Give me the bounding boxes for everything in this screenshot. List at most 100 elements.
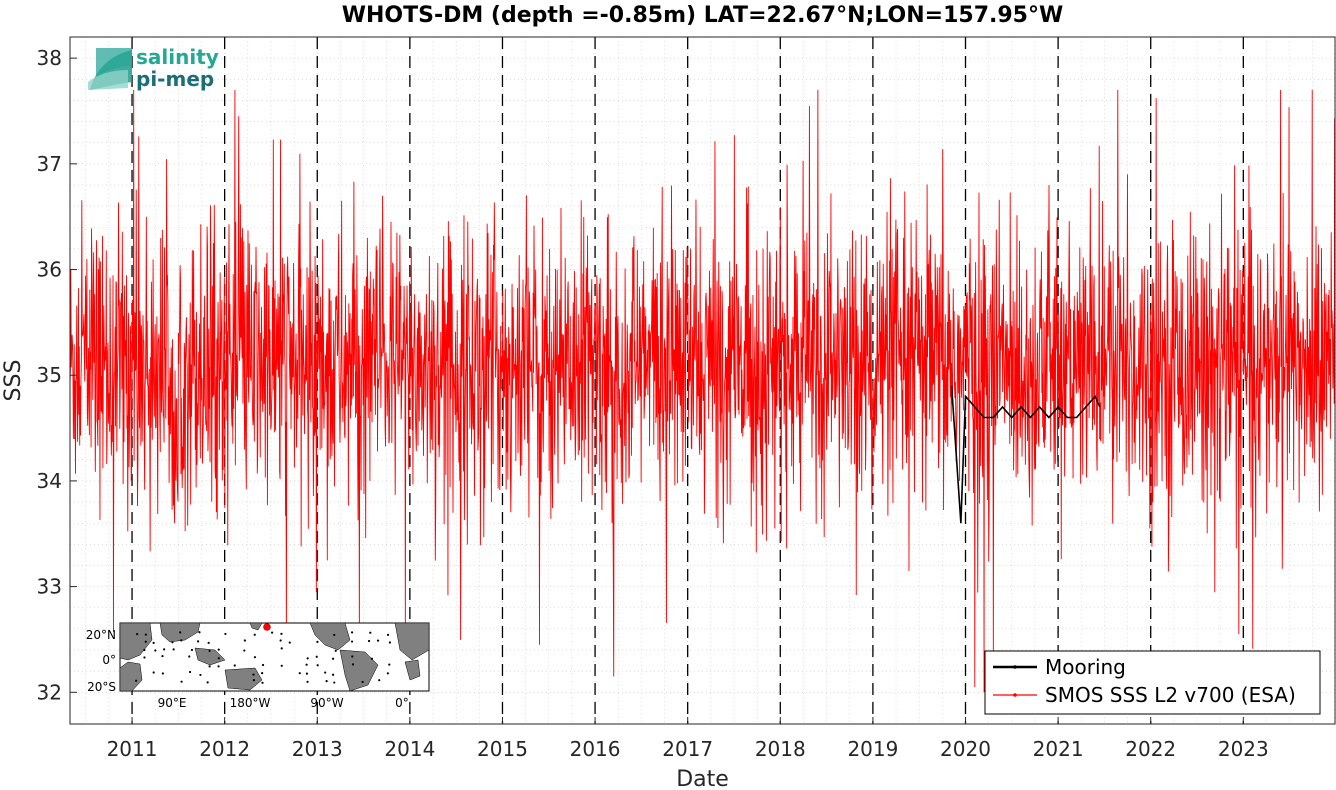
inset-lat-label-1: 20°N (86, 628, 116, 642)
inset-map: 20°N 0° 20°S 90°E 180°W 90°W 0° (86, 622, 430, 710)
inset-station-dot (324, 671, 327, 674)
inset-station-dot (271, 631, 274, 634)
inset-map-stations (135, 631, 391, 684)
inset-station-dot (252, 679, 255, 682)
inset-station-dot (333, 681, 336, 684)
legend: Mooring SMOS SSS L2 v700 (ESA) (984, 650, 1321, 715)
inset-station-dot (261, 681, 264, 684)
inset-station-dot (386, 633, 390, 636)
inset-station-dot (350, 640, 354, 643)
inset-station-dot (279, 639, 282, 642)
inset-station-dot (243, 639, 246, 642)
inset-station-dot (179, 631, 182, 634)
inset-station-dot (243, 649, 246, 652)
inset-station-dot (331, 673, 335, 676)
inset-station-dot (370, 657, 374, 660)
inset-station-dot (199, 673, 202, 677)
legend-marker-mooring (1013, 665, 1017, 669)
inset-station-dot (233, 664, 236, 667)
inset-station-dot (253, 633, 256, 636)
inset-station-dot (188, 655, 191, 658)
inset-station-dot (316, 640, 319, 643)
y-tick-label: 36 (37, 258, 62, 282)
inset-station-dot (351, 655, 354, 658)
inset-map-location-marker (263, 623, 271, 631)
logo-line1: salinity (136, 45, 219, 69)
inset-station-dot (188, 670, 192, 674)
inset-station-dot (190, 648, 194, 652)
inset-map-land (119, 622, 430, 692)
inset-station-dot (207, 641, 210, 645)
logo-line2: pi-mep (136, 67, 214, 91)
inset-station-dot (161, 672, 164, 675)
y-tick-label: 32 (37, 680, 62, 704)
x-tick-label: 2016 (570, 737, 621, 761)
legend-label-mooring: Mooring (1045, 655, 1126, 679)
inset-station-dot (171, 641, 174, 644)
x-tick-label: 2021 (1033, 737, 1084, 761)
inset-station-dot (217, 665, 220, 668)
inset-lon-label-2: 180°W (230, 696, 271, 710)
y-tick-label: 34 (37, 469, 62, 493)
inset-station-dot (217, 648, 220, 651)
legend-box (984, 650, 1321, 715)
inset-station-dot (367, 639, 371, 643)
inset-station-dot (333, 633, 336, 637)
inset-station-dot (331, 657, 335, 660)
x-tick-label: 2014 (384, 737, 435, 761)
inset-station-dot (325, 680, 328, 683)
inset-station-dot (288, 641, 291, 644)
x-tick-label: 2020 (940, 737, 991, 761)
inset-station-dot (388, 641, 391, 644)
inset-station-dot (378, 679, 381, 682)
x-tick-label: 2012 (199, 737, 250, 761)
chart-title: WHOTS-DM (depth =-0.85m) LAT=22.67°N;LON… (342, 3, 1064, 28)
series-mooring-line (950, 385, 1101, 524)
y-tick-label: 38 (37, 46, 62, 70)
inset-station-dot (298, 672, 301, 675)
inset-station-dot (152, 641, 155, 644)
y-tick-label: 37 (37, 152, 62, 176)
inset-station-dot (280, 664, 283, 667)
series-smos-line (69, 89, 1336, 693)
plot-frame (69, 36, 1336, 725)
inset-station-dot (306, 657, 309, 660)
inset-station-dot (217, 657, 220, 660)
x-tick-label: 2017 (662, 737, 713, 761)
x-tick-label: 2022 (1125, 737, 1176, 761)
legend-label-smos: SMOS SSS L2 v700 (ESA) (1045, 683, 1296, 707)
inset-station-dot (144, 633, 147, 636)
ticks: 2011 2012 2013 2014 2015 2016 2017 2018 2019 2020… (37, 46, 1269, 761)
inset-station-dot (334, 649, 337, 652)
inset-station-dot (208, 649, 211, 652)
inset-station-dot (196, 640, 200, 643)
inset-station-dot (152, 671, 155, 674)
inset-station-dot (144, 640, 147, 643)
inset-station-dot (172, 648, 175, 651)
x-tick-label: 2019 (847, 737, 898, 761)
y-tick-label: 35 (37, 363, 62, 387)
inset-station-dot (208, 665, 211, 668)
inset-station-dot (206, 681, 209, 684)
inset-station-dot (136, 633, 139, 636)
inset-station-dot (388, 663, 391, 666)
x-axis-label: Date (676, 767, 729, 790)
x-tick-label: 2018 (755, 737, 806, 761)
legend-marker-smos (1013, 693, 1017, 697)
y-tick-label: 33 (37, 575, 62, 599)
inset-lon-label-3: 90°W (310, 696, 343, 710)
inset-station-dot (315, 655, 318, 658)
inset-station-dot (161, 654, 164, 658)
inset-station-dot (261, 672, 264, 675)
inset-lon-label-1: 90°E (158, 696, 187, 710)
inset-station-dot (163, 648, 166, 651)
salinity-pi-mep-logo: salinity pi-mep (88, 45, 219, 91)
inset-station-dot (198, 631, 201, 634)
x-tick-label: 2023 (1218, 737, 1269, 761)
inset-station-dot (253, 656, 257, 659)
inset-lat-label-2: 0° (102, 653, 116, 667)
x-tick-label: 2013 (292, 737, 343, 761)
inset-station-dot (306, 680, 309, 683)
logo-wave-icon (88, 48, 132, 90)
inset-station-dot (369, 631, 372, 634)
